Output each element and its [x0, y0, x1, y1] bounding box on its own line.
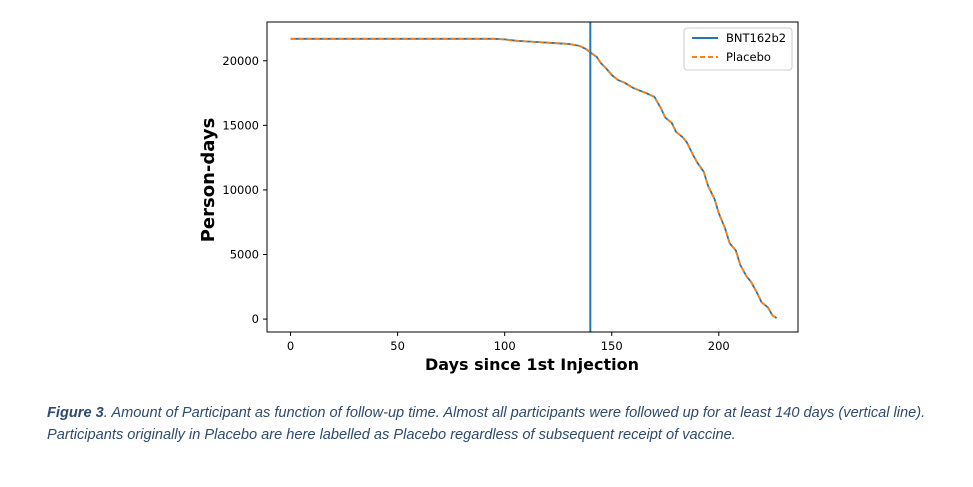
y-tick-label: 0 — [252, 312, 259, 326]
x-tick-label: 200 — [708, 339, 730, 353]
x-tick-label: 150 — [601, 339, 623, 353]
series-line-bnt162b2 — [290, 37, 778, 319]
y-tick-label: 5000 — [230, 248, 259, 262]
x-axis-label: Days since 1st Injection — [425, 355, 639, 374]
legend-label-bnt162b2: BNT162b2 — [726, 31, 786, 45]
line-chart: 0 50 100 150 200 0 5000 10000 15000 20000 Days s… — [198, 21, 799, 374]
x-tick-label: 100 — [494, 339, 516, 353]
plot-frame — [266, 21, 799, 333]
x-tick-label: 50 — [390, 339, 405, 353]
y-tick-label: 10000 — [222, 183, 259, 197]
x-tick-label: 0 — [287, 339, 294, 353]
figure-caption: Figure 3. Amount of Participant as funct… — [47, 402, 957, 446]
y-axis-label: Person-days — [198, 118, 219, 243]
caption-label: Figure 3 — [47, 405, 104, 421]
series-line-placebo — [290, 37, 778, 319]
legend: BNT162b2 Placebo — [683, 27, 793, 71]
y-tick-label: 15000 — [222, 118, 259, 132]
y-tick-label: 20000 — [222, 54, 259, 68]
caption-text: . Amount of Participant as function of f… — [47, 405, 926, 443]
legend-label-placebo: Placebo — [726, 50, 771, 64]
